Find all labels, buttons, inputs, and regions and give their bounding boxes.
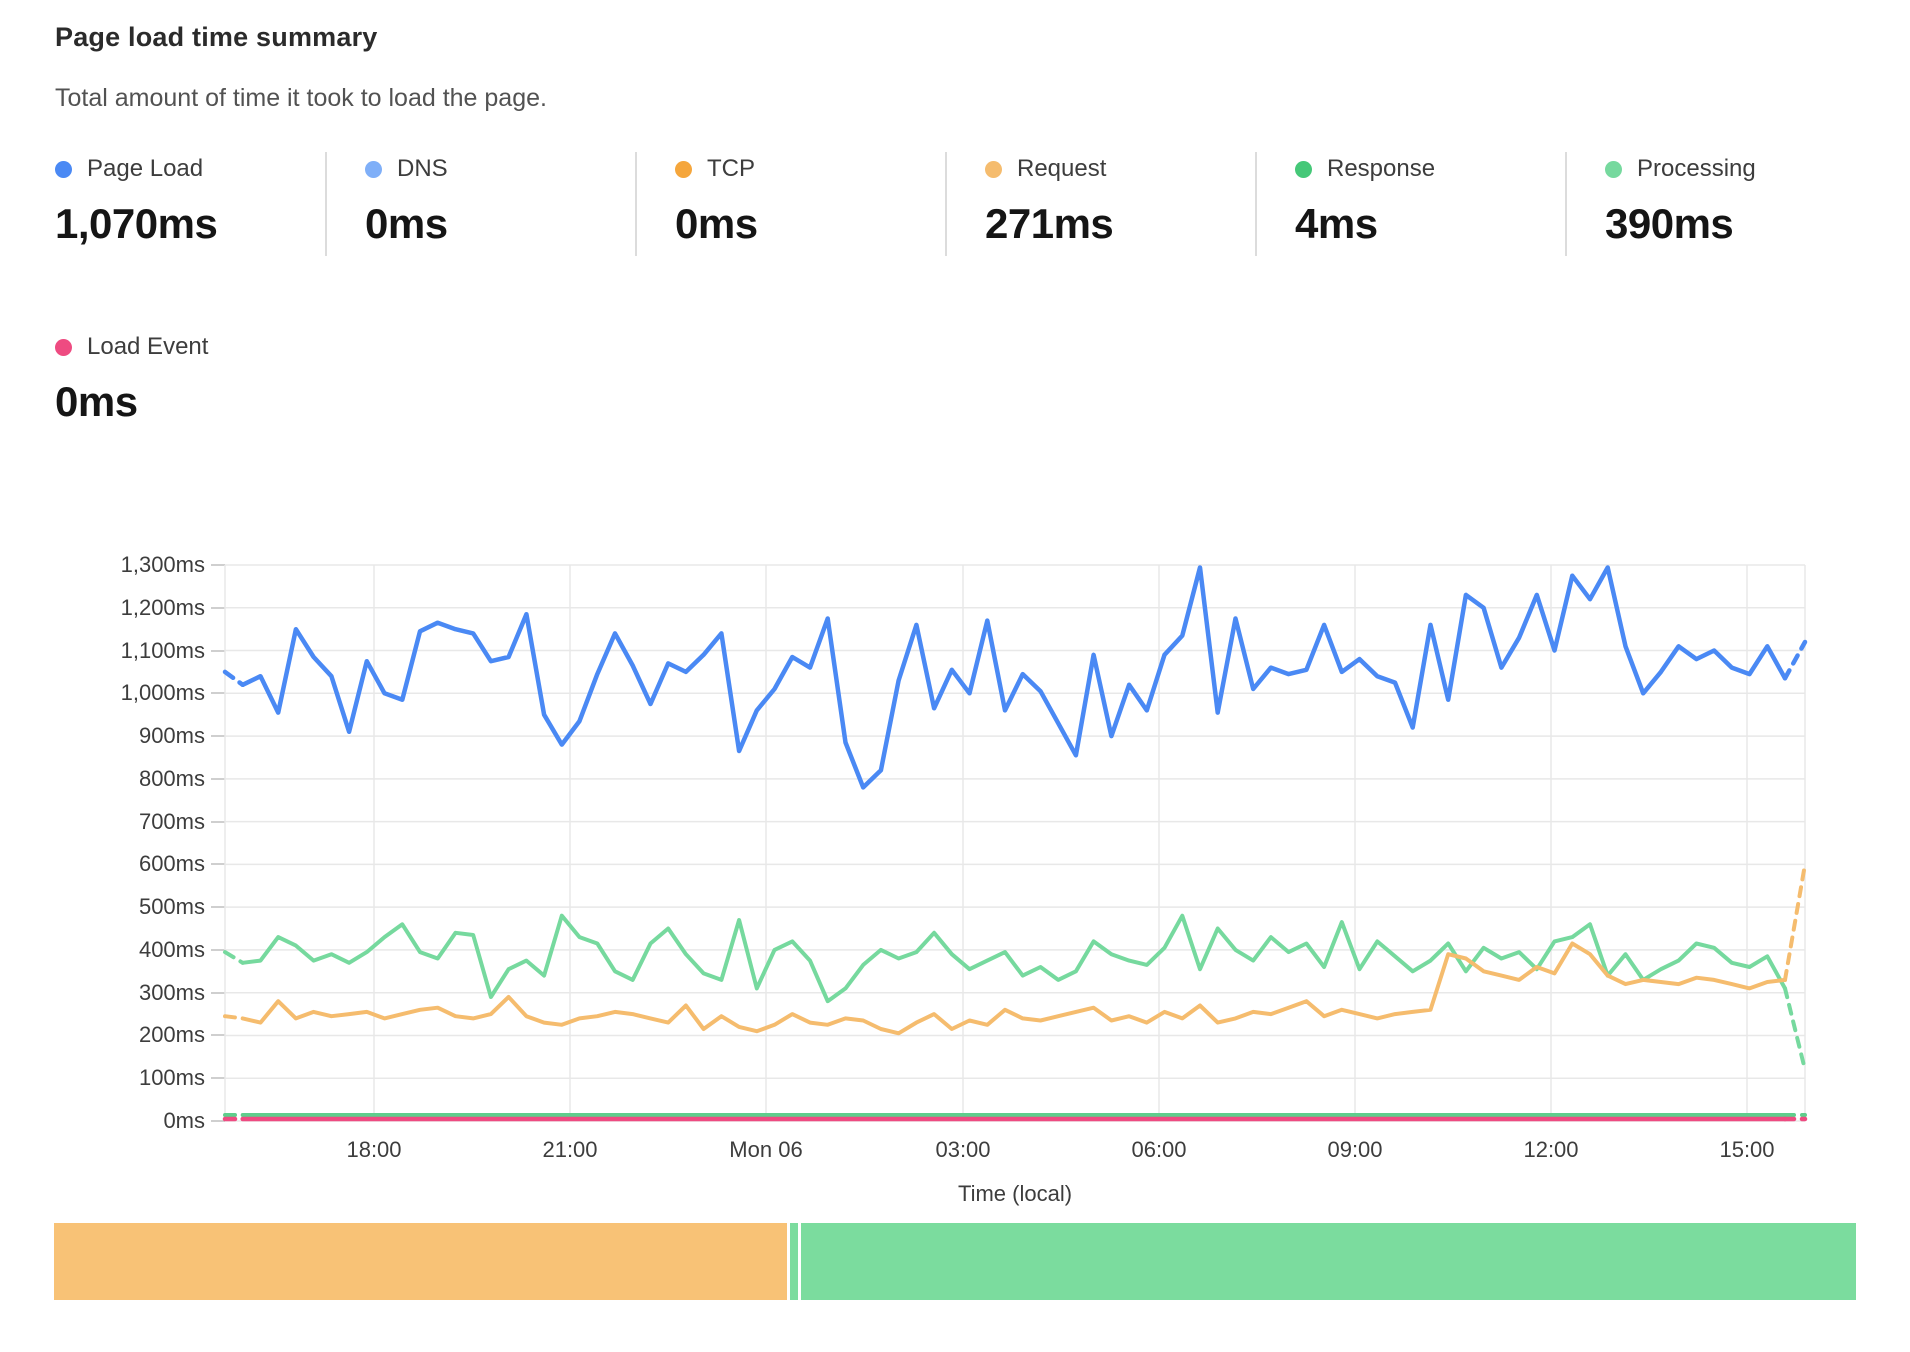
page-load-line <box>240 565 1788 790</box>
bar-gap <box>787 1223 791 1300</box>
y-tick-mark <box>211 1120 225 1122</box>
metric-value: 0ms <box>365 200 448 247</box>
metric-label: Processing <box>1637 155 1756 182</box>
bar-gap <box>798 1223 802 1300</box>
y-tick-mark <box>211 1077 225 1080</box>
metric-dns[interactable]: DNS 0ms <box>325 152 635 256</box>
processing-dot <box>1605 160 1622 178</box>
metric-label: DNS <box>397 155 448 182</box>
metric-head: Request <box>985 152 1255 186</box>
y-tick-mark <box>211 820 225 823</box>
page-subtitle: Total amount of time it took to load the… <box>55 84 547 112</box>
y-tick-label: 700ms <box>138 808 205 834</box>
y-tick-mark <box>211 606 225 609</box>
y-tick-mark <box>211 906 225 909</box>
y-tick-label: 100ms <box>138 1065 205 1091</box>
page-title: Page load time summary <box>55 22 378 52</box>
metric-value: 1,070ms <box>55 200 218 247</box>
y-tick-label: 400ms <box>138 936 205 962</box>
request-line-lead-dash <box>223 1014 245 1021</box>
metric-label: Response <box>1327 155 1436 182</box>
y-tick-mark <box>211 564 225 566</box>
processing-line-tail-dash <box>1783 986 1807 1072</box>
metric-head: Response <box>1295 152 1565 186</box>
metric-response[interactable]: Response 4ms <box>1255 152 1565 256</box>
metric-head: DNS <box>365 152 635 186</box>
y-tick-label: 300ms <box>138 979 205 1005</box>
x-tick-label: 03:00 <box>935 1137 991 1162</box>
metric-value: 271ms <box>985 200 1114 247</box>
y-tick-label: 200ms <box>138 1022 205 1048</box>
y-tick-label: 1,100ms <box>120 637 205 663</box>
y-tick-mark <box>211 735 225 738</box>
y-tick-label: 1,300ms <box>120 552 205 577</box>
bar-segment-orange <box>54 1223 788 1300</box>
metric-label: Request <box>1017 155 1107 182</box>
metric-head: Load Event <box>55 330 555 364</box>
y-axis-ticks <box>211 564 225 1122</box>
metric-processing[interactable]: Processing 390ms <box>1565 152 1875 256</box>
y-tick-label: 0ms <box>163 1108 205 1133</box>
x-tick-label: 09:00 <box>1327 1137 1383 1162</box>
metric-load-event[interactable]: Load Event 0ms <box>55 330 555 434</box>
y-tick-label: 900ms <box>138 723 205 749</box>
metric-label: Load Event <box>87 333 209 360</box>
timeline-bar[interactable] <box>54 1223 1856 1300</box>
metric-value: 390ms <box>1605 200 1734 247</box>
plot-svg[interactable] <box>222 564 1808 1122</box>
x-tick-label: 12:00 <box>1523 1137 1579 1162</box>
metric-head: TCP <box>675 152 945 186</box>
metric-label: Page Load <box>87 155 204 182</box>
metric-value: 0ms <box>55 378 138 425</box>
chart-plot-area[interactable] <box>222 564 1808 1122</box>
y-tick-label: 600ms <box>138 851 205 877</box>
dns-dot <box>365 160 382 178</box>
page-load-dot <box>55 160 72 178</box>
x-tick-label: 06:00 <box>1131 1137 1187 1162</box>
y-axis-labels: 0ms 100ms 200ms 300ms 400ms 500ms 600ms 700ms 80… <box>0 552 205 1133</box>
y-tick-label: 1,000ms <box>120 680 205 706</box>
metric-head: Processing <box>1605 152 1875 186</box>
x-tick-label: 18:00 <box>346 1137 402 1162</box>
load-event-dot <box>55 338 72 356</box>
y-tick-mark <box>211 863 225 866</box>
metric-page-load[interactable]: Page Load 1,070ms <box>55 152 325 256</box>
bar-segment-green-sliver <box>790 1223 799 1300</box>
x-tick-label: Mon 06 <box>729 1137 803 1162</box>
metrics-row-second: Load Event 0ms <box>55 330 555 434</box>
metric-value: 4ms <box>1295 200 1378 247</box>
x-tick-label: 15:00 <box>1719 1137 1775 1162</box>
y-tick-mark <box>211 1034 225 1037</box>
tcp-dot <box>675 160 692 178</box>
page-load-line-tail-dash <box>1782 639 1808 681</box>
x-axis-title: Time (local) <box>957 1181 1073 1206</box>
response-dot <box>1295 160 1312 178</box>
y-tick-mark <box>211 948 225 951</box>
y-tick-label: 1,200ms <box>120 594 205 620</box>
y-tick-mark <box>211 649 225 652</box>
request-line <box>240 941 1787 1036</box>
y-tick-label: 800ms <box>138 765 205 791</box>
metric-value: 0ms <box>675 200 758 247</box>
processing-line <box>240 913 1787 1004</box>
x-axis-labels: 18:00 21:00 Mon 06 03:00 06:00 09:00 12:00 15:0… <box>225 1137 1805 1167</box>
bar-segment-green <box>801 1223 1856 1300</box>
metric-head: Page Load <box>55 152 325 186</box>
metric-tcp[interactable]: TCP 0ms <box>635 152 945 256</box>
processing-line-lead-dash <box>223 950 245 965</box>
metrics-row: Page Load 1,070ms DNS 0ms TCP 0ms Reques… <box>55 152 1875 256</box>
y-tick-label: 500ms <box>138 894 205 920</box>
x-tick-label: 21:00 <box>542 1137 598 1162</box>
y-tick-mark <box>211 991 225 994</box>
metric-request[interactable]: Request 271ms <box>945 152 1255 256</box>
y-tick-mark <box>211 777 225 780</box>
request-dot <box>985 160 1002 178</box>
y-tick-mark <box>211 692 225 695</box>
request-line-tail-dash <box>1783 862 1807 982</box>
metric-label: TCP <box>707 155 755 182</box>
page-load-line-lead-dash <box>222 669 245 688</box>
